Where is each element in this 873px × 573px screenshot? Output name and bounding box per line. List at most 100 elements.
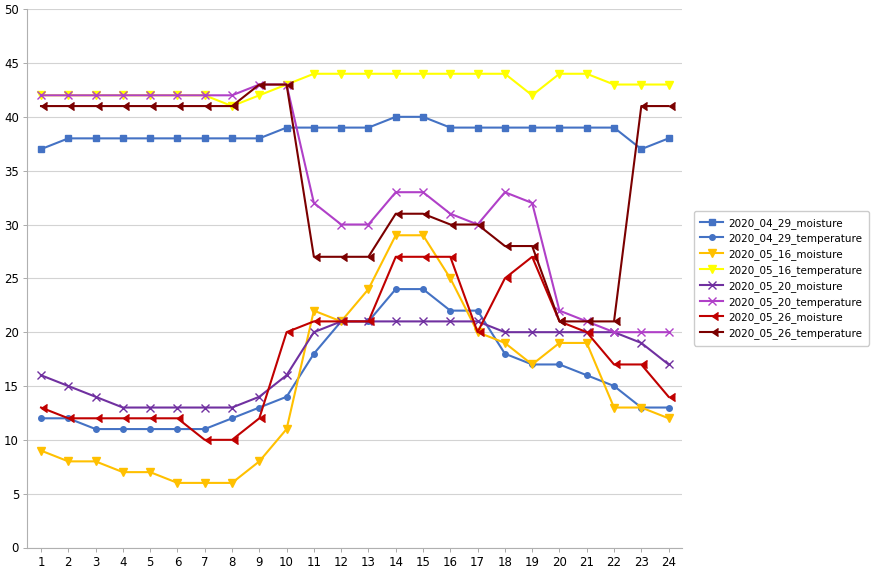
2020_05_26_moisture: [445, 253, 456, 260]
2020_05_26_temperature: [418, 210, 429, 217]
2020_05_26_moisture: [90, 415, 100, 422]
2020_05_20_moisture: [118, 404, 128, 411]
2020_05_16_moisture: [663, 415, 674, 422]
2020_05_16_moisture: [499, 339, 510, 346]
2020_05_20_moisture: [90, 393, 100, 400]
2020_04_29_temperature: [309, 350, 320, 357]
2020_04_29_temperature: [499, 350, 510, 357]
2020_05_20_temperature: [145, 92, 155, 99]
2020_05_26_temperature: [554, 318, 565, 325]
2020_05_20_moisture: [445, 318, 456, 325]
2020_04_29_moisture: [172, 135, 182, 142]
2020_05_26_temperature: [390, 210, 401, 217]
2020_04_29_temperature: [281, 393, 292, 400]
2020_05_20_temperature: [499, 189, 510, 195]
2020_05_26_moisture: [118, 415, 128, 422]
2020_05_16_moisture: [527, 361, 538, 368]
2020_05_16_moisture: [90, 458, 100, 465]
2020_05_20_moisture: [254, 393, 265, 400]
2020_05_20_temperature: [118, 92, 128, 99]
2020_04_29_temperature: [418, 286, 429, 293]
2020_04_29_moisture: [472, 124, 483, 131]
2020_05_16_moisture: [390, 232, 401, 239]
2020_05_20_temperature: [445, 210, 456, 217]
2020_05_16_temperature: [90, 92, 100, 99]
2020_04_29_moisture: [581, 124, 592, 131]
2020_04_29_moisture: [363, 124, 374, 131]
2020_04_29_moisture: [281, 124, 292, 131]
2020_05_16_temperature: [418, 70, 429, 77]
2020_05_20_moisture: [636, 339, 647, 346]
2020_04_29_temperature: [363, 318, 374, 325]
Line: 2020_04_29_temperature: 2020_04_29_temperature: [38, 286, 671, 432]
2020_05_20_temperature: [227, 92, 237, 99]
2020_04_29_temperature: [445, 307, 456, 314]
2020_05_16_moisture: [472, 329, 483, 336]
2020_05_16_temperature: [608, 81, 619, 88]
2020_04_29_moisture: [227, 135, 237, 142]
2020_05_16_moisture: [281, 426, 292, 433]
2020_05_16_temperature: [200, 92, 210, 99]
2020_04_29_temperature: [90, 426, 100, 433]
2020_05_16_moisture: [36, 447, 46, 454]
2020_05_26_moisture: [499, 275, 510, 282]
2020_04_29_moisture: [527, 124, 538, 131]
2020_04_29_temperature: [472, 307, 483, 314]
2020_05_26_temperature: [636, 103, 647, 109]
2020_05_26_temperature: [472, 221, 483, 228]
2020_05_20_temperature: [363, 221, 374, 228]
2020_05_20_moisture: [472, 318, 483, 325]
2020_05_20_temperature: [527, 199, 538, 206]
2020_05_26_moisture: [281, 329, 292, 336]
2020_05_26_temperature: [663, 103, 674, 109]
2020_05_20_moisture: [145, 404, 155, 411]
2020_05_26_temperature: [309, 253, 320, 260]
2020_05_20_moisture: [390, 318, 401, 325]
2020_05_26_moisture: [63, 415, 73, 422]
2020_05_26_moisture: [663, 393, 674, 400]
2020_05_20_temperature: [254, 81, 265, 88]
2020_05_20_moisture: [336, 318, 347, 325]
2020_05_16_moisture: [227, 480, 237, 486]
2020_05_26_moisture: [390, 253, 401, 260]
2020_04_29_moisture: [36, 146, 46, 152]
2020_05_16_moisture: [200, 480, 210, 486]
2020_05_26_moisture: [418, 253, 429, 260]
2020_05_20_temperature: [636, 329, 647, 336]
2020_05_20_temperature: [63, 92, 73, 99]
2020_05_20_temperature: [90, 92, 100, 99]
2020_05_20_moisture: [581, 329, 592, 336]
2020_05_26_moisture: [554, 318, 565, 325]
2020_05_16_temperature: [281, 81, 292, 88]
2020_05_16_temperature: [445, 70, 456, 77]
Line: 2020_04_29_moisture: 2020_04_29_moisture: [38, 113, 672, 152]
2020_04_29_moisture: [118, 135, 128, 142]
Line: 2020_05_16_moisture: 2020_05_16_moisture: [37, 231, 673, 487]
2020_05_20_temperature: [472, 221, 483, 228]
2020_05_16_moisture: [418, 232, 429, 239]
2020_05_16_temperature: [663, 81, 674, 88]
2020_05_26_temperature: [608, 318, 619, 325]
2020_05_16_moisture: [145, 469, 155, 476]
2020_05_16_moisture: [581, 339, 592, 346]
2020_04_29_moisture: [254, 135, 265, 142]
2020_05_16_temperature: [527, 92, 538, 99]
2020_04_29_moisture: [145, 135, 155, 142]
2020_05_20_temperature: [172, 92, 182, 99]
2020_05_26_moisture: [227, 437, 237, 444]
2020_05_26_temperature: [336, 253, 347, 260]
Line: 2020_05_26_temperature: 2020_05_26_temperature: [37, 80, 673, 325]
2020_05_20_moisture: [527, 329, 538, 336]
2020_05_26_moisture: [581, 329, 592, 336]
2020_05_26_temperature: [63, 103, 73, 109]
2020_05_20_moisture: [309, 329, 320, 336]
2020_05_16_moisture: [254, 458, 265, 465]
2020_05_26_moisture: [254, 415, 265, 422]
2020_04_29_moisture: [445, 124, 456, 131]
2020_04_29_moisture: [63, 135, 73, 142]
2020_04_29_moisture: [90, 135, 100, 142]
2020_05_26_temperature: [145, 103, 155, 109]
2020_05_26_temperature: [200, 103, 210, 109]
2020_05_20_moisture: [418, 318, 429, 325]
2020_05_26_temperature: [445, 221, 456, 228]
